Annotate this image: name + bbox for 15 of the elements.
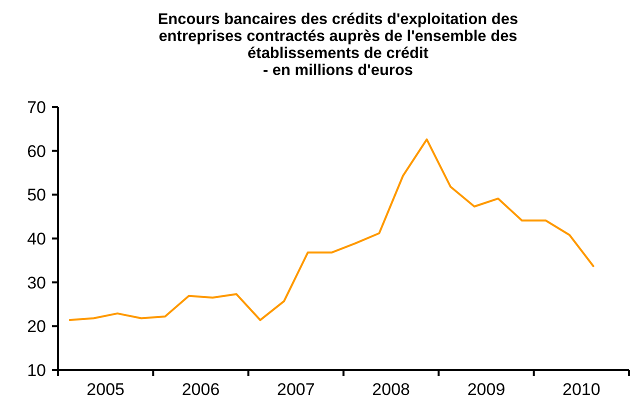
text: 2009 [467, 380, 506, 399]
text: 2010 [562, 380, 600, 399]
text: 2008 [372, 380, 410, 399]
y-tick-label: 20 [27, 317, 46, 336]
y-tick-label: 60 [27, 142, 46, 161]
text: 2006 [182, 380, 220, 399]
y-tick-label: 10 [27, 360, 46, 380]
chart-title: Encours bancaires des crédits d'exploitation des entreprises contractés auprès de l'ensemble des établissements de crédit - en millions d'euros [158, 11, 518, 79]
y-tick-label: 50 [27, 186, 46, 205]
y-tick-label: 70 [27, 98, 46, 117]
text: 2007 [277, 380, 315, 399]
text: 2005 [86, 380, 124, 399]
line-series [68, 138, 594, 322]
y-tick-label: 30 [27, 273, 46, 292]
y-tick-label: 40 [27, 229, 46, 248]
